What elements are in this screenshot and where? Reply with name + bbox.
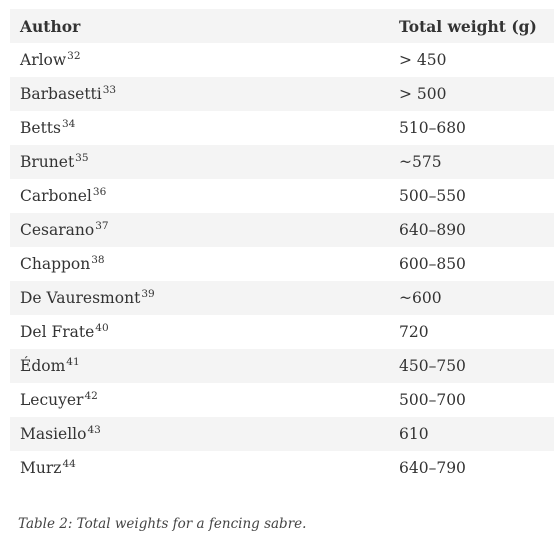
sabre-weights-table: Author Total weight (g) Arlow32 > 450 Barb… <box>10 9 554 485</box>
table-row: Del Frate40 720 <box>10 315 554 349</box>
column-header-author: Author <box>10 9 389 43</box>
author-name: Brunet <box>20 153 75 171</box>
table-row: Arlow32 > 450 <box>10 43 554 77</box>
author-cell: Barbasetti33 <box>10 77 389 111</box>
author-name: Lecuyer <box>20 391 84 409</box>
table-row: Carbonel36 500–550 <box>10 179 554 213</box>
author-name: Del Frate <box>20 323 95 341</box>
weight-cell: 640–890 <box>389 213 554 247</box>
weight-cell: 720 <box>399 323 429 341</box>
table-row: Chappon38 600–850 <box>10 247 554 281</box>
table-row: Betts34 510–680 <box>10 111 554 145</box>
table-row: Brunet35 ~575 <box>10 145 554 179</box>
author-cell: Masiello43 <box>10 417 389 451</box>
weight-cell: 610 <box>389 417 554 451</box>
author-cell: Lecuyer42 <box>10 383 389 417</box>
author-cell: Murz44 <box>10 451 389 485</box>
reference-superscript[interactable]: 44 <box>62 458 76 470</box>
author-cell: Chappon38 <box>10 247 389 281</box>
author-cell: Édom41 <box>10 349 389 383</box>
author-name: Masiello <box>20 425 87 443</box>
table-row: De Vauresmont39 ~600 <box>10 281 554 315</box>
author-name: De Vauresmont <box>20 289 141 307</box>
author-name: Arlow <box>20 51 67 69</box>
reference-superscript[interactable]: 42 <box>84 390 98 402</box>
reference-superscript[interactable]: 36 <box>92 186 107 198</box>
reference-superscript[interactable]: 35 <box>75 152 89 164</box>
weight-cell: ~600 <box>389 281 554 315</box>
weight-cell: 500–550 <box>399 187 466 205</box>
author-name: Barbasetti <box>20 85 102 103</box>
reference-superscript[interactable]: 40 <box>95 322 109 334</box>
table-row: Barbasetti33 > 500 <box>10 77 554 111</box>
author-cell: Cesarano37 <box>10 213 389 247</box>
author-cell: Betts34 <box>10 111 389 145</box>
weight-cell: 510–680 <box>399 119 466 137</box>
table-row: Édom41 450–750 <box>10 349 554 383</box>
author-cell: Carbonel36 <box>10 179 389 213</box>
reference-superscript[interactable]: 33 <box>102 84 117 96</box>
author-name: Betts <box>20 119 61 137</box>
reference-superscript[interactable]: 32 <box>67 50 81 62</box>
weight-cell: > 450 <box>399 51 447 69</box>
author-name: Chappon <box>20 255 91 273</box>
author-name: Cesarano <box>20 221 95 239</box>
table-row: Masiello43 610 <box>10 417 554 451</box>
author-name: Murz <box>20 459 62 477</box>
table-caption: Table 2: Total weights for a fencing sab… <box>18 516 307 532</box>
column-header-weight: Total weight (g) <box>389 9 554 43</box>
weight-cell: 600–850 <box>399 255 466 273</box>
author-name: Carbonel <box>20 187 92 205</box>
table-body: Arlow32 > 450 Barbasetti33 > 500 Betts34 510–… <box>10 43 554 485</box>
weight-cell: 500–700 <box>399 391 466 409</box>
weight-cell: > 500 <box>389 77 554 111</box>
weight-cell: 450–750 <box>389 349 554 383</box>
author-cell: Del Frate40 <box>10 315 389 349</box>
table-header-row: Author Total weight (g) <box>10 9 554 43</box>
weights-table-container: Author Total weight (g) Arlow32 > 450 Barb… <box>10 9 554 485</box>
reference-superscript[interactable]: 39 <box>141 288 155 300</box>
table-row: Lecuyer42 500–700 <box>10 383 554 417</box>
author-cell: Brunet35 <box>10 145 389 179</box>
table-row: Cesarano37 640–890 <box>10 213 554 247</box>
table-row: Murz44 640–790 <box>10 451 554 485</box>
weight-cell: ~575 <box>389 145 554 179</box>
author-cell: De Vauresmont39 <box>10 281 389 315</box>
reference-superscript[interactable]: 38 <box>91 254 105 266</box>
weight-cell: 640–790 <box>399 459 466 477</box>
reference-superscript[interactable]: 43 <box>87 424 101 436</box>
author-cell: Arlow32 <box>10 43 389 77</box>
reference-superscript[interactable]: 37 <box>95 220 109 232</box>
reference-superscript[interactable]: 41 <box>66 356 80 368</box>
author-name: Édom <box>20 357 66 375</box>
reference-superscript[interactable]: 34 <box>61 118 76 130</box>
